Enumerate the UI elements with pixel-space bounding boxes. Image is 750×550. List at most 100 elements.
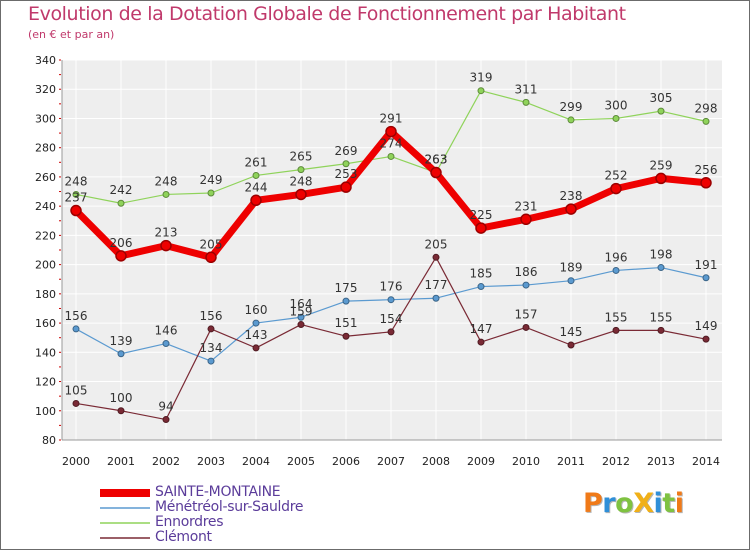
data-label: 147 bbox=[470, 322, 493, 336]
data-point bbox=[432, 253, 440, 261]
data-label: 248 bbox=[65, 174, 88, 188]
x-tick-label: 2014 bbox=[692, 455, 720, 468]
data-point bbox=[297, 313, 305, 321]
data-point bbox=[252, 344, 260, 352]
data-label: 186 bbox=[515, 265, 538, 279]
legend-label: Ménétréol-sur-Sauldre bbox=[155, 499, 304, 515]
data-label: 185 bbox=[470, 267, 493, 281]
data-point bbox=[657, 326, 665, 334]
data-label: 263 bbox=[425, 153, 448, 167]
data-point bbox=[72, 325, 80, 333]
y-tick-label: 80 bbox=[42, 434, 56, 447]
y-tick-label: 200 bbox=[35, 259, 56, 272]
chart-subtitle: (en € et par an) bbox=[28, 28, 115, 41]
logo-letter: P bbox=[583, 488, 603, 519]
data-label: 159 bbox=[290, 305, 313, 319]
y-tick-label: 120 bbox=[35, 376, 56, 389]
data-label: 94 bbox=[158, 400, 173, 414]
data-label: 177 bbox=[425, 278, 448, 292]
data-point bbox=[612, 266, 620, 274]
data-label: 265 bbox=[290, 150, 313, 164]
data-label: 291 bbox=[380, 112, 403, 126]
data-label: 205 bbox=[200, 237, 223, 251]
data-point bbox=[252, 171, 260, 179]
data-point bbox=[657, 107, 665, 115]
x-tick-label: 2010 bbox=[512, 455, 540, 468]
data-label: 154 bbox=[380, 312, 403, 326]
data-point bbox=[117, 407, 125, 415]
data-point bbox=[567, 116, 575, 124]
legend-label: Ennordres bbox=[155, 514, 224, 530]
x-tick-label: 2005 bbox=[287, 455, 315, 468]
data-point bbox=[342, 160, 350, 168]
data-point bbox=[567, 341, 575, 349]
y-tick-label: 160 bbox=[35, 317, 56, 330]
data-label: 253 bbox=[335, 167, 358, 181]
data-point bbox=[522, 323, 530, 331]
data-point bbox=[207, 325, 215, 333]
data-label: 238 bbox=[560, 189, 583, 203]
data-label: 149 bbox=[695, 319, 718, 333]
data-label: 134 bbox=[200, 341, 223, 355]
y-tick-label: 140 bbox=[35, 346, 56, 359]
logo-letter: r bbox=[602, 488, 616, 519]
logo-letter: o bbox=[615, 488, 634, 519]
data-label: 176 bbox=[380, 280, 403, 294]
data-point bbox=[520, 213, 532, 226]
data-point bbox=[522, 281, 530, 289]
data-point bbox=[432, 294, 440, 302]
x-tick-label: 2013 bbox=[647, 455, 675, 468]
x-tick-label: 2001 bbox=[107, 455, 135, 468]
x-tick-label: 2008 bbox=[422, 455, 450, 468]
data-point bbox=[162, 190, 170, 198]
logo-letter: X bbox=[633, 488, 654, 519]
data-label: 155 bbox=[605, 310, 628, 324]
data-label: 263 bbox=[425, 153, 448, 167]
data-label: 248 bbox=[290, 174, 313, 188]
data-label: 143 bbox=[245, 328, 268, 342]
x-tick-label: 2002 bbox=[152, 455, 180, 468]
data-label: 189 bbox=[560, 261, 583, 275]
data-label: 231 bbox=[515, 199, 538, 213]
data-point bbox=[70, 204, 82, 217]
data-label: 269 bbox=[335, 144, 358, 158]
data-label: 205 bbox=[425, 237, 448, 251]
data-point bbox=[477, 87, 485, 95]
data-point bbox=[477, 283, 485, 291]
y-tick-label: 100 bbox=[35, 405, 56, 418]
data-point bbox=[207, 189, 215, 197]
data-point bbox=[610, 182, 622, 195]
data-label: 196 bbox=[605, 250, 628, 264]
y-tick-label: 300 bbox=[35, 112, 56, 125]
data-point bbox=[252, 319, 260, 327]
data-point bbox=[117, 199, 125, 207]
x-tick-label: 2007 bbox=[377, 455, 405, 468]
data-point bbox=[160, 239, 172, 252]
data-label: 160 bbox=[245, 303, 268, 317]
logo-letter: t bbox=[662, 488, 675, 519]
data-point bbox=[387, 152, 395, 160]
data-point bbox=[387, 296, 395, 304]
data-label: 319 bbox=[470, 71, 493, 85]
data-label: 248 bbox=[155, 174, 178, 188]
data-point bbox=[522, 98, 530, 106]
data-point bbox=[297, 321, 305, 329]
data-point bbox=[115, 250, 127, 262]
data-label: 155 bbox=[650, 310, 673, 324]
data-point bbox=[342, 297, 350, 305]
y-tick-label: 180 bbox=[35, 288, 56, 301]
x-tick-label: 2003 bbox=[197, 455, 225, 468]
x-tick-label: 2009 bbox=[467, 455, 495, 468]
data-point bbox=[295, 188, 307, 201]
chart-title: Evolution de la Dotation Globale de Fonc… bbox=[28, 3, 626, 25]
data-label: 249 bbox=[200, 173, 223, 187]
data-label: 213 bbox=[155, 226, 178, 240]
data-point bbox=[565, 203, 577, 215]
data-label: 157 bbox=[515, 307, 538, 321]
data-label: 164 bbox=[290, 297, 313, 311]
y-tick-label: 260 bbox=[35, 171, 56, 184]
x-tick-label: 2004 bbox=[242, 455, 270, 468]
data-point bbox=[430, 166, 442, 179]
y-tick-label: 280 bbox=[35, 142, 56, 155]
